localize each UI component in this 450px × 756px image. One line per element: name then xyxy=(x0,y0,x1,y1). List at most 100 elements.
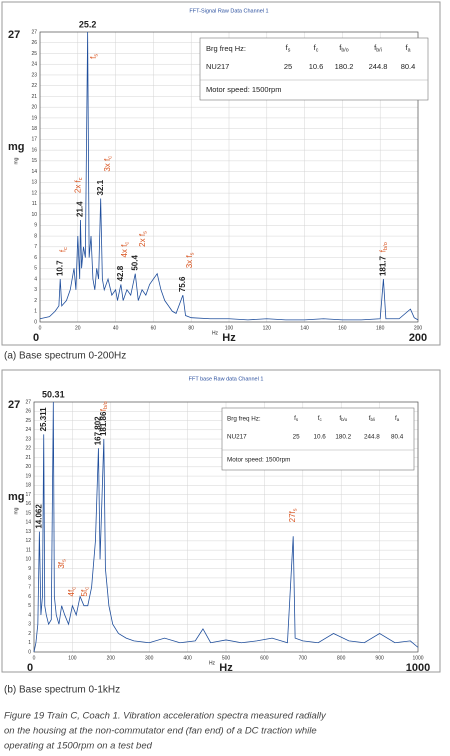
y-tick-label: 4 xyxy=(28,612,31,618)
x-tick-label: 600 xyxy=(260,655,269,661)
harmonic-tag-text: f xyxy=(99,408,108,411)
y-tick-label: 8 xyxy=(34,233,37,239)
y-tick-label: 12 xyxy=(31,190,37,196)
y-tick-label: 24 xyxy=(25,427,31,433)
y-tick-label: 19 xyxy=(31,115,37,121)
harmonic-tag-text-sub: s xyxy=(190,252,196,255)
y-tick-label: 5 xyxy=(34,266,37,272)
harmonic-tag-text: 3x f xyxy=(185,255,194,269)
info-col-header: fa xyxy=(395,415,400,422)
info-col-header: fs xyxy=(294,415,299,422)
info-box xyxy=(199,37,429,101)
y-tick-label: 4 xyxy=(34,276,37,282)
harmonic-tag: 3x fc xyxy=(103,156,114,172)
x-axis-label-small: Hz xyxy=(209,660,216,666)
x-tick-label: 40 xyxy=(113,325,119,331)
x-tick-label: 80 xyxy=(188,325,194,331)
y-tick-label: 16 xyxy=(31,147,37,153)
info-col-header: fb/o xyxy=(339,415,347,422)
harmonic-tag-text-sub: c xyxy=(108,156,114,159)
info-value: 180.2 xyxy=(335,62,354,71)
harmonic-tag: 5fc xyxy=(80,587,91,597)
info-box xyxy=(221,407,415,471)
info-col-header-text: f xyxy=(405,43,408,52)
info-col-header-text: f xyxy=(395,415,397,422)
harmonic-tag: fs xyxy=(89,54,100,59)
info-col-header-text: f xyxy=(286,43,289,52)
y-tick-label: 0 xyxy=(28,649,31,655)
x-axis-label: Hz xyxy=(219,662,233,674)
harmonic-tag-text: 3x f xyxy=(103,158,112,172)
harmonic-tag-text: 4f xyxy=(67,589,76,596)
x-tick-label: 100 xyxy=(225,325,234,331)
peak-label: 50.31 xyxy=(42,389,65,399)
y-tick-label: 15 xyxy=(25,510,31,516)
chart-title: FFT-Signal Raw Data Channel 1 xyxy=(189,8,268,14)
y-tick-label: 19 xyxy=(25,473,31,479)
peak-label: 50.4 xyxy=(130,255,139,271)
y-tick-label: 7 xyxy=(34,244,37,250)
y-tick-label: 25 xyxy=(31,51,37,57)
y-tick-label: 22 xyxy=(31,83,37,89)
y-axis-label-small: mg xyxy=(13,157,19,164)
info-value: 244.8 xyxy=(369,62,388,71)
info-col-header: fa xyxy=(405,43,410,54)
y-tick-label: 16 xyxy=(25,501,31,507)
y-tick-label: 20 xyxy=(25,464,31,470)
y-tick-label: 20 xyxy=(31,105,37,111)
peak-label: 167.802 xyxy=(94,416,103,445)
x-axis-min: 0 xyxy=(27,662,33,674)
info-col-header-text-sub: s xyxy=(288,48,291,54)
info-value: 80.4 xyxy=(401,62,416,71)
harmonic-tag: 4x fc xyxy=(120,242,131,258)
harmonic-tag-text-sub: c xyxy=(64,247,70,250)
harmonic-tag: fc xyxy=(59,247,70,252)
x-tick-label: 900 xyxy=(375,655,384,661)
harmonic-tag-text-sub: b/o xyxy=(104,401,110,409)
harmonic-tag: 2x fc xyxy=(74,177,85,193)
peak-label: 25.2 xyxy=(79,19,97,29)
info-col-header: fb/i xyxy=(374,43,382,54)
info-value: 80.4 xyxy=(391,434,404,441)
x-tick-label: 1000 xyxy=(412,655,423,661)
x-tick-label: 20 xyxy=(75,325,81,331)
y-tick-label: 9 xyxy=(34,223,37,229)
info-col-header: fc xyxy=(314,43,319,54)
harmonic-tag: 27fs xyxy=(288,508,299,522)
x-tick-label: 500 xyxy=(222,655,231,661)
y-tick-label: 26 xyxy=(25,409,31,415)
y-axis-label: mg xyxy=(8,491,25,503)
y-tick-label: 25 xyxy=(25,418,31,424)
chart-title: FFT base Raw data Channel 1 xyxy=(189,376,264,382)
figure-caption: Figure 19 Train C, Coach 1. Vibration ac… xyxy=(4,711,327,722)
y-tick-label: 23 xyxy=(31,72,37,78)
harmonic-tag: 3x fs xyxy=(185,252,196,268)
peak-label: 75.6 xyxy=(178,276,187,292)
info-col-header-text-sub: a xyxy=(408,48,411,54)
info-col-header: fc xyxy=(318,415,323,422)
y-tick-label: 17 xyxy=(31,137,37,143)
x-tick-label: 120 xyxy=(263,325,272,331)
info-col-header-text: f xyxy=(339,43,342,52)
info-col-header-text-sub: s xyxy=(296,417,299,422)
harmonic-tag-text: 27f xyxy=(288,510,297,522)
y-axis-label: mg xyxy=(8,141,25,153)
harmonic-tag-text-sub: c xyxy=(72,587,78,590)
info-note: Motor speed: 1500rpm xyxy=(227,457,290,464)
harmonic-tag-text-sub: s xyxy=(293,508,299,511)
caption-b: (b) Base spectrum 0-1kHz xyxy=(4,685,120,696)
info-col-header-text: f xyxy=(314,43,317,52)
info-col-header-text: f xyxy=(374,43,377,52)
info-value: 244.8 xyxy=(364,434,380,441)
peak-label: 21.4 xyxy=(76,201,85,217)
info-col-header-text: f xyxy=(369,415,371,422)
harmonic-tag-text-sub: s xyxy=(62,559,68,562)
y-tick-label: 21 xyxy=(25,455,31,461)
harmonic-tag-text-sub: s xyxy=(143,231,149,234)
x-tick-label: 0 xyxy=(33,655,36,661)
y-tick-label: 15 xyxy=(31,158,37,164)
x-tick-label: 0 xyxy=(39,325,42,331)
info-bearing: NU217 xyxy=(227,434,247,441)
y-tick-label: 1 xyxy=(28,640,31,646)
